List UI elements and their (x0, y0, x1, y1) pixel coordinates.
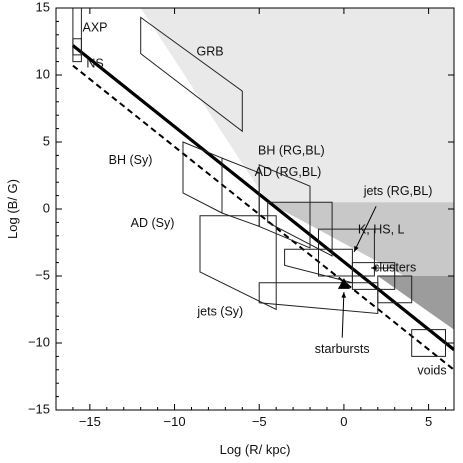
arrow-head-1 (371, 265, 377, 271)
y-tick-label: 15 (36, 0, 50, 14)
object-boxes (72, 8, 446, 357)
x-tick-label: −5 (252, 414, 267, 429)
y-axis-label: Log (B/ G) (5, 179, 20, 239)
x-tick-label: 5 (425, 414, 432, 429)
y-tick-label: 5 (43, 133, 50, 148)
arrow-head-0 (354, 245, 359, 252)
y-tick-label: 0 (43, 200, 50, 215)
solid-thick-line (71, 44, 454, 351)
x-tick-label: −15 (79, 414, 101, 429)
region-label-bh-sy: BH (Sy) (109, 153, 153, 167)
region-label-ns: NS (86, 57, 103, 71)
region-box-unlabeled-11 (351, 262, 396, 290)
shaded-region-light (140, 8, 454, 203)
region-label-ad-rg-bl: AD (RG,BL) (255, 165, 322, 179)
data-points (337, 278, 350, 289)
region-label-jets-rg-bl: jets (RG,BL) (363, 184, 433, 198)
region-box-unlabeled-12 (377, 275, 413, 304)
y-tick-label: −15 (28, 401, 50, 416)
arrow-head-2 (341, 292, 347, 298)
region-label-voids: voids (417, 363, 446, 377)
region-label-bh-rg-bl: BH (RG,BL) (258, 144, 325, 158)
region-label-axp: AXP (82, 20, 107, 34)
x-tick-label: −10 (164, 414, 186, 429)
region-box-jets-rg-bl (267, 201, 333, 257)
region-box-jets-sy (258, 282, 379, 315)
point-starbursts (337, 278, 350, 289)
shaded-regions (140, 8, 454, 330)
x-axis: −15 −10 −5 0 5 (72, 8, 447, 429)
shaded-region-dark (377, 276, 454, 330)
y-tick-label: −10 (28, 334, 50, 349)
arrows (341, 206, 395, 338)
region-box-ad-rg-bl (258, 164, 311, 249)
region-box-ns (72, 38, 82, 63)
region-box-bh-sy (182, 141, 223, 214)
point-label-starbursts: starbursts (315, 342, 370, 356)
y-tick-label: 10 (36, 66, 50, 81)
trend-lines (71, 44, 454, 371)
y-tick-label: −5 (35, 267, 50, 282)
region-box-grb (140, 16, 243, 133)
dashed-line (72, 64, 454, 371)
region-label-jets-sy: jets (Sy) (196, 304, 243, 318)
region-label-ad-sy: AD (Sy) (131, 216, 175, 230)
x-tick-label: 0 (340, 414, 347, 429)
region-box-ad-sy (199, 215, 277, 311)
arrow-shaft-2 (341, 292, 345, 338)
y-axis: −15 −10 −5 0 5 10 15 (28, 0, 454, 416)
x-axis-label: Log (R/ kpc) (220, 442, 291, 457)
region-label-grb: GRB (197, 44, 224, 58)
region-box-k-hs-l (318, 228, 375, 277)
region-labels: AXP NS GRB BH (Sy) BH (RG,BL) AD (RG,BL) AD (S… (82, 20, 446, 377)
region-label-clusters: clusters (373, 260, 416, 274)
region-box-voids (411, 329, 446, 357)
region-label-k-hs-l: K, HS, L (358, 223, 405, 237)
shaded-region-mid (267, 202, 454, 303)
arrow-shaft-0 (353, 206, 377, 253)
